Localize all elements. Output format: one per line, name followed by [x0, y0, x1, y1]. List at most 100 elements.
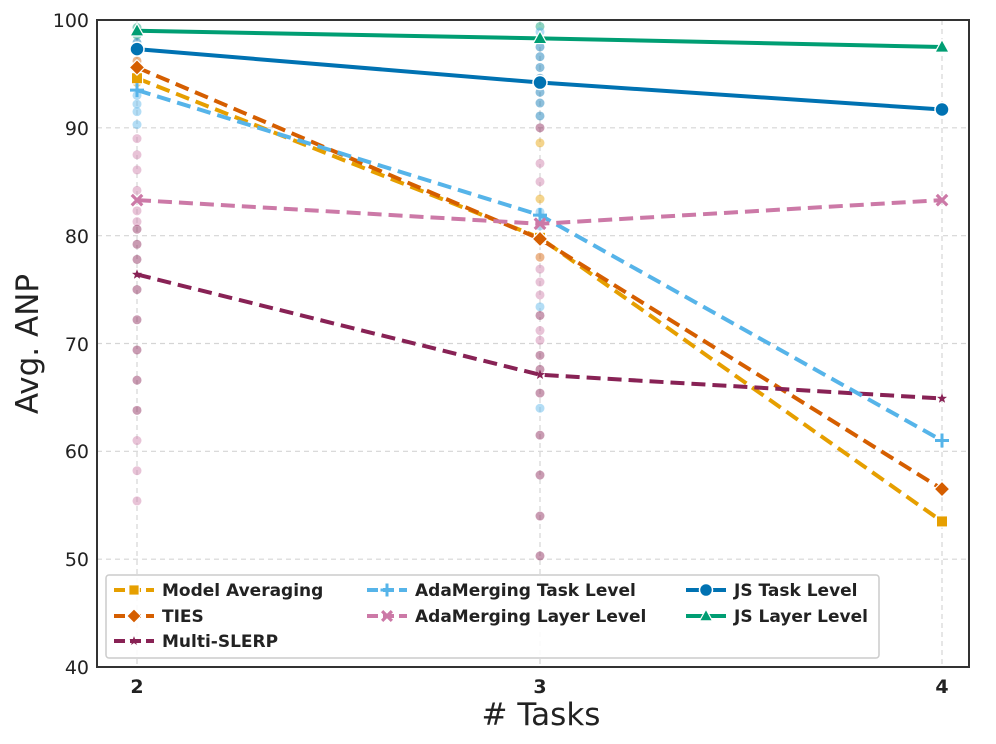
scatter-point — [132, 375, 142, 385]
scatter-point — [535, 511, 545, 521]
data-point — [130, 83, 144, 98]
data-point — [130, 193, 144, 207]
scatter-point — [132, 217, 142, 227]
scatter-point — [132, 185, 142, 195]
scatter-point — [535, 252, 545, 262]
data-point — [935, 515, 949, 528]
scatter-point — [132, 134, 142, 144]
legend-label: AdaMerging Layer Level — [415, 607, 646, 627]
scatter-point — [535, 21, 545, 31]
y-tick-label: 80 — [65, 226, 89, 248]
data-point — [531, 29, 549, 45]
y-axis-ticks: 40 50 60 70 80 90 100 — [53, 10, 89, 679]
data-point — [380, 609, 394, 623]
legend-label: JS Layer Level — [733, 607, 868, 627]
scatter-point — [535, 177, 545, 187]
data-point — [128, 58, 146, 76]
data-point — [128, 584, 140, 596]
x-tick-label: 4 — [935, 676, 948, 698]
data-point — [698, 607, 714, 622]
y-tick-label: 70 — [65, 334, 89, 356]
x-tick-label: 3 — [533, 676, 546, 698]
scatter-point — [535, 277, 545, 287]
y-axis-title: Avg. ANP — [10, 274, 46, 414]
legend-label: Multi-SLERP — [162, 632, 278, 652]
scatter-point — [132, 254, 142, 264]
x-tick-label: 2 — [130, 676, 143, 698]
data-point — [129, 41, 145, 57]
data-point — [935, 193, 949, 207]
scatter-point — [132, 345, 142, 355]
scatter-point — [132, 206, 142, 216]
legend-label: TIES — [162, 607, 204, 627]
scatter-point — [535, 388, 545, 398]
data-point — [535, 369, 545, 380]
scatter-point — [132, 150, 142, 160]
scatter-point — [535, 310, 545, 320]
scatter-point — [535, 158, 545, 168]
scatter-point — [132, 120, 142, 130]
scatter-point — [535, 138, 545, 148]
series-line — [136, 272, 943, 401]
y-tick-label: 90 — [65, 118, 89, 140]
legend: Model Averaging TIES Multi-SLERP AdaMerging… — [105, 574, 880, 659]
y-tick-label: 60 — [65, 441, 89, 463]
scatter-point — [535, 302, 545, 312]
data-point — [128, 22, 146, 37]
scatter-point — [535, 326, 545, 336]
scatter-point — [132, 466, 142, 476]
legend-box — [105, 574, 880, 659]
scatter-point — [535, 470, 545, 480]
scatter-point — [132, 107, 142, 117]
scatter-point — [535, 551, 545, 561]
x-axis-title: # Tasks — [482, 697, 601, 733]
data-point — [126, 608, 142, 624]
scatter-point — [132, 405, 142, 415]
scatter-point — [535, 403, 545, 413]
scatter-point — [535, 87, 545, 97]
data-point — [129, 636, 139, 645]
data-point — [531, 230, 549, 248]
scatter-point — [132, 239, 142, 249]
scatter-point — [132, 496, 142, 506]
scatter-point — [132, 165, 142, 175]
scatter-point — [132, 285, 142, 295]
series-markers — [128, 22, 951, 528]
data-point — [533, 217, 547, 231]
y-tick-label: 50 — [65, 549, 89, 571]
scatter-point — [535, 335, 545, 345]
scatter-point — [535, 290, 545, 300]
data-point — [933, 480, 951, 498]
data-point — [132, 269, 142, 279]
scatter-point — [535, 123, 545, 133]
data-point — [698, 582, 714, 598]
scatter-point — [535, 430, 545, 440]
scatter-point — [535, 42, 545, 52]
data-point — [933, 38, 951, 53]
legend-items: Model Averaging TIES Multi-SLERP AdaMerging… — [114, 581, 868, 652]
scatter-point — [535, 111, 545, 121]
scatter-layer — [132, 21, 545, 561]
data-point — [935, 433, 949, 448]
scatter-point — [535, 52, 545, 62]
x-axis-ticks: 2 3 4 — [130, 676, 948, 698]
scatter-point — [535, 264, 545, 274]
plot-frame — [96, 19, 970, 668]
scatter-point — [132, 224, 142, 234]
y-tick-label: 40 — [65, 657, 89, 679]
data-point — [532, 74, 548, 91]
scatter-point — [535, 364, 545, 374]
scatter-point — [535, 62, 545, 72]
scatter-point — [132, 99, 142, 109]
legend-label: AdaMerging Task Level — [415, 581, 636, 601]
scatter-point — [535, 350, 545, 360]
data-point — [380, 583, 394, 597]
scatter-point — [132, 436, 142, 446]
y-tick-label: 100 — [53, 10, 89, 32]
legend-label: JS Task Level — [733, 581, 858, 601]
data-point — [533, 208, 547, 223]
scatter-point — [132, 315, 142, 325]
data-point — [937, 393, 947, 403]
legend-label: Model Averaging — [162, 581, 323, 601]
